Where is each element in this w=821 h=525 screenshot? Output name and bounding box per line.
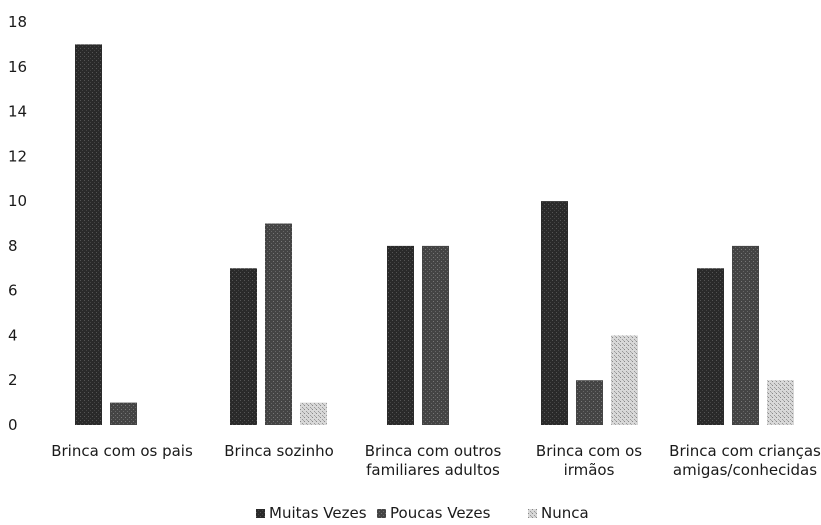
y-tick-label: 6 <box>8 282 18 300</box>
category-label: Brinca sozinho <box>224 442 334 460</box>
legend-label: Poucas Vezes <box>390 504 491 522</box>
category-label: Brinca com os pais <box>51 442 193 460</box>
y-tick-label: 16 <box>8 58 27 76</box>
category-label: Brinca com crianças <box>669 442 821 460</box>
y-tick-label: 18 <box>8 13 27 31</box>
category-label: familiares adultos <box>366 461 500 479</box>
bar-muitas-vezes <box>75 44 102 426</box>
legend-swatch <box>377 509 386 518</box>
bar-muitas-vezes <box>230 268 257 425</box>
y-tick-label: 8 <box>8 237 18 255</box>
y-axis-ticks: 0 2 4 6 8 10 12 14 16 18 <box>8 13 27 434</box>
bar-poucas-vezes <box>732 245 759 425</box>
bar-poucas-vezes <box>422 245 449 425</box>
bar-nunca <box>300 402 327 425</box>
y-tick-label: 4 <box>8 326 18 344</box>
legend-label: Nunca <box>541 504 589 522</box>
bar-muitas-vezes <box>697 268 724 425</box>
y-tick-label: 14 <box>8 103 27 121</box>
y-tick-label: 0 <box>8 416 18 434</box>
y-tick-label: 2 <box>8 371 18 389</box>
legend-swatch <box>528 509 537 518</box>
legend: Muitas Vezes Poucas Vezes Nunca <box>256 504 589 522</box>
bar-nunca <box>611 335 638 425</box>
y-tick-label: 10 <box>8 192 27 210</box>
bar-poucas-vezes <box>576 380 603 425</box>
category-label: amigas/conhecidas <box>673 461 817 479</box>
bar-poucas-vezes <box>110 402 137 425</box>
category-label: Brinca com outros <box>365 442 502 460</box>
legend-swatch <box>256 509 265 518</box>
category-label: Brinca com os <box>536 442 642 460</box>
y-tick-label: 12 <box>8 147 27 165</box>
bars <box>75 44 794 426</box>
bar-nunca <box>767 380 794 425</box>
category-label: irmãos <box>564 461 615 479</box>
x-axis-labels: Brinca com os pais Brinca sozinho Brinca c… <box>51 442 821 479</box>
bar-poucas-vezes <box>265 223 292 425</box>
bar-muitas-vezes <box>387 245 414 425</box>
legend-label: Muitas Vezes <box>269 504 367 522</box>
bar-muitas-vezes <box>541 201 568 425</box>
